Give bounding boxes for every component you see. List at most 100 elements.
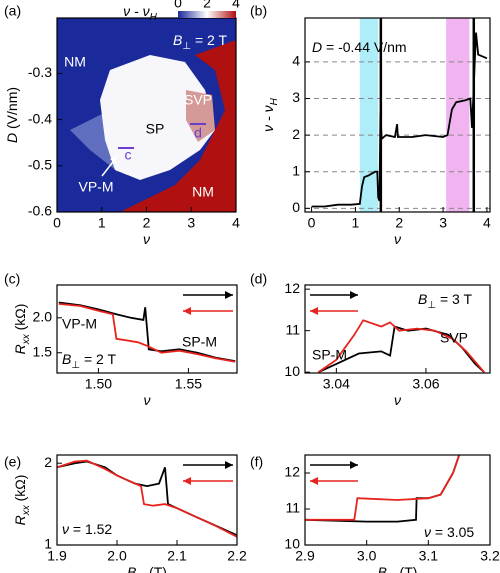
text-part: (kΩ) [12, 475, 28, 506]
y-axis-label: ν - νH [260, 97, 280, 131]
text-part: (T) [396, 564, 418, 573]
x-axis-label: B⊥ (T) [378, 564, 418, 573]
panel-label: (c) [4, 271, 20, 287]
text-part: ν [143, 231, 150, 247]
x-tick-label: 1.9 [47, 548, 67, 564]
heatmap-region [120, 40, 236, 212]
text-part: ν [394, 392, 401, 408]
y-tick-label: 12 [284, 280, 300, 296]
text-part: xx [21, 504, 32, 516]
x-tick-label: 3 [439, 215, 447, 231]
x-tick-label: 2 [143, 215, 151, 231]
direction-arrow-head [225, 461, 233, 469]
x-axis-label: ν [144, 392, 151, 408]
annotation: VP-M [62, 316, 97, 332]
series-line [317, 319, 485, 373]
heatmap-image [57, 18, 236, 212]
x-tick-label: 0 [308, 215, 316, 231]
series-line [57, 459, 237, 538]
text-part: = 3.05 [431, 524, 474, 540]
x-tick-label: 1.50 [85, 376, 112, 392]
text-part: B [173, 32, 182, 48]
panel-label: (b) [250, 3, 267, 19]
y-axis-label: Rxx (kΩ) [12, 475, 32, 526]
x-tick-label: 3.2 [480, 548, 500, 564]
annotation: ν = 3.05 [424, 524, 474, 540]
plot-frame [56, 284, 238, 374]
x-axis-label: ν [394, 392, 401, 408]
y-tick-label: 11 [285, 321, 300, 337]
text-part: ν - ν [123, 3, 149, 19]
text-part: D [4, 133, 20, 143]
annotation: VP-M [79, 179, 114, 195]
y-tick-label: 10 [284, 536, 300, 552]
plot-frame [304, 284, 491, 374]
plot-frame [304, 454, 491, 546]
panel-label: (a) [4, 3, 21, 19]
annotation: SVP [184, 92, 212, 108]
text-part: ν [394, 231, 401, 247]
colorbar [178, 11, 236, 18]
x-tick-label: 4 [483, 215, 491, 231]
annotation: SP-M [312, 347, 347, 363]
text-part: = 3 T [436, 291, 472, 307]
annotation: NM [192, 184, 214, 200]
x-tick-label: 1 [98, 215, 106, 231]
panel-label: (d) [250, 271, 267, 287]
y-tick-label: 4 [292, 53, 300, 69]
text-part: B [127, 564, 136, 573]
series-line [58, 301, 236, 362]
y-tick-label: -0.6 [28, 203, 52, 219]
y-tick-label: 1 [292, 162, 300, 178]
annotation: B⊥ = 2 T [173, 32, 227, 52]
direction-arrow-head [350, 461, 358, 469]
x-tick-label: 1 [352, 215, 360, 231]
plot-frame [56, 454, 238, 546]
x-axis-label: ν [143, 231, 150, 247]
series-line [58, 303, 236, 363]
text-part: (V/nm) [4, 87, 20, 133]
text-part: B [378, 564, 387, 573]
colorbar-tick-label: 2 [203, 0, 211, 11]
pointer-arrow-head [110, 155, 118, 163]
x-tick-label: 2.0 [107, 548, 127, 564]
annotation: d [194, 125, 202, 141]
annotation: NM [64, 54, 86, 70]
x-axis-label: ν [394, 231, 401, 247]
annotation: B⊥ = 2 T [62, 351, 116, 371]
annotation: D = -0.44 V/nm [312, 39, 407, 55]
x-tick-label: 2.2 [227, 548, 247, 564]
y-tick-label: 3 [292, 89, 300, 105]
direction-arrow-head [225, 291, 233, 299]
x-tick-label: 2.9 [295, 548, 315, 564]
text-part: = 2 T [191, 32, 227, 48]
panel-label: (e) [4, 454, 21, 470]
text-part: xx [21, 333, 32, 345]
text-part: H [150, 12, 158, 23]
y-tick-label: -0.5 [28, 157, 52, 173]
annotation: SVP [440, 330, 468, 346]
text-part: ν [424, 524, 431, 540]
text-part: ⊥ [427, 300, 436, 311]
text-part: ⊥ [71, 360, 80, 371]
text-part: = -0.44 V/nm [322, 39, 406, 55]
text-part: H [269, 97, 280, 105]
y-tick-label: 0 [292, 199, 300, 215]
annotation: c [125, 147, 132, 163]
y-tick-label: 1.5 [33, 343, 53, 359]
y-axis-label: D (V/nm) [4, 87, 20, 143]
x-tick-label: 3.0 [357, 548, 377, 564]
text-part: ν [144, 392, 151, 408]
annotation: ν = 1.52 [62, 521, 112, 537]
colorbar-tick-label: 4 [232, 0, 240, 11]
annotation: B⊥ = 3 T [418, 291, 472, 311]
text-part: R [12, 515, 28, 525]
text-part: D [312, 39, 322, 55]
x-tick-label: 3 [187, 215, 195, 231]
y-tick-label: -0.3 [28, 64, 52, 80]
series-line [311, 32, 488, 208]
text-part: ⊥ [182, 41, 191, 52]
text-part: = 1.52 [69, 521, 112, 537]
panel-label: (f) [250, 454, 263, 470]
text-part: R [12, 344, 28, 354]
